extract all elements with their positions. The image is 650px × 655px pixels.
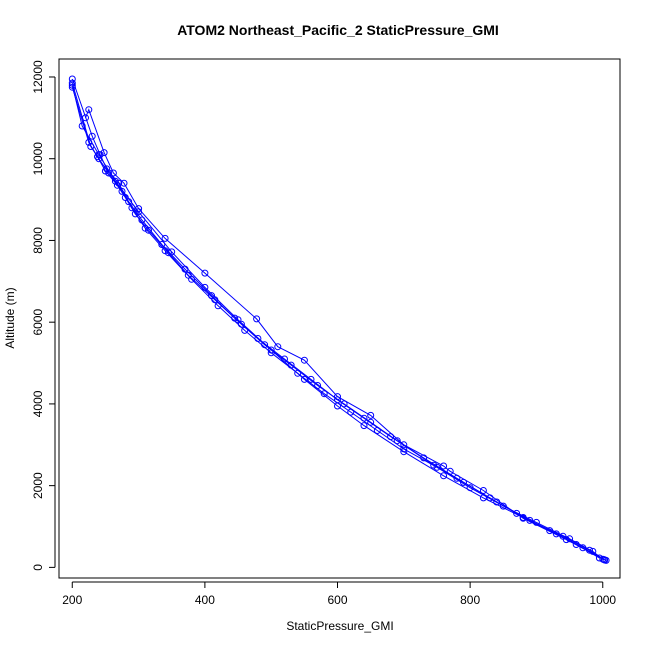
x-tick-label: 1000 <box>589 593 616 607</box>
y-tick-label: 2000 <box>31 472 45 499</box>
data-point <box>125 198 133 206</box>
data-point <box>430 461 438 469</box>
x-tick-label: 200 <box>62 593 82 607</box>
data-point <box>300 375 308 383</box>
data-point <box>201 269 209 277</box>
data-point <box>595 554 603 562</box>
data-point <box>367 418 375 426</box>
x-tick-label: 400 <box>195 593 215 607</box>
data-point <box>164 249 172 257</box>
data-point <box>158 241 166 248</box>
series-5 <box>82 106 608 564</box>
data-point <box>234 316 242 324</box>
data-point <box>360 422 368 430</box>
data-point <box>120 179 128 187</box>
data-point <box>546 527 554 535</box>
data-point <box>145 226 152 234</box>
data-point <box>307 375 315 383</box>
data-point <box>88 132 96 140</box>
data-point <box>100 149 108 157</box>
data-point <box>85 106 93 114</box>
data-point <box>562 536 570 544</box>
x-tick-label: 600 <box>327 593 347 607</box>
series-line <box>85 108 605 561</box>
data-point <box>68 75 76 83</box>
x-tick-label: 800 <box>460 593 480 607</box>
y-axis: 0 2000 4000 6000 8000 10000 12000 <box>31 60 56 571</box>
data-point <box>519 514 527 522</box>
data-point <box>572 541 580 548</box>
y-tick-label: 8000 <box>31 227 45 254</box>
data-point <box>237 320 245 328</box>
data-point <box>208 292 215 300</box>
data-point <box>161 234 169 242</box>
data-point <box>231 314 239 322</box>
data-point <box>360 414 368 422</box>
data-point <box>367 411 375 419</box>
data-point <box>400 441 408 449</box>
data-point <box>87 143 95 150</box>
data-point <box>281 355 288 363</box>
data-point <box>440 462 448 470</box>
y-tick-label: 10000 <box>31 142 45 176</box>
data-point <box>446 467 454 475</box>
data-point <box>138 216 146 224</box>
data-point <box>135 205 143 213</box>
y-tick-label: 12000 <box>31 60 45 94</box>
data-point <box>579 544 587 552</box>
data-point <box>314 382 322 389</box>
data-point <box>400 445 408 453</box>
data-point <box>109 169 117 177</box>
data-point <box>479 487 487 494</box>
chart-title: ATOM2 Northeast_Pacific_2 StaticPressure… <box>177 22 499 38</box>
data-point <box>274 343 282 351</box>
data-point <box>82 114 89 122</box>
x-axis-label: StaticPressure_GMI <box>286 619 393 633</box>
data-point <box>181 265 189 273</box>
y-tick-label: 0 <box>31 564 45 571</box>
y-tick-label: 4000 <box>31 390 45 417</box>
data-point <box>115 179 123 187</box>
data-point <box>300 356 308 364</box>
data-point <box>600 556 608 564</box>
data-point <box>552 530 560 538</box>
data-point <box>128 204 136 212</box>
series-4 <box>68 75 603 562</box>
data-point <box>287 361 295 369</box>
data-point <box>513 509 521 517</box>
data-point <box>334 393 341 401</box>
data-point <box>393 437 401 445</box>
plot-frame <box>58 58 621 579</box>
data-point <box>254 335 262 342</box>
data-point <box>96 151 104 159</box>
data-point <box>253 315 261 323</box>
x-axis: 200 400 600 800 1000 <box>62 581 616 607</box>
series-line <box>71 85 605 561</box>
y-axis-label: Altitude (m) <box>3 287 17 348</box>
y-tick-label: 6000 <box>31 309 45 336</box>
data-point <box>103 165 111 173</box>
data-point <box>261 341 269 349</box>
series-layer <box>68 75 610 564</box>
data-point <box>440 472 448 480</box>
data-point <box>320 390 328 398</box>
